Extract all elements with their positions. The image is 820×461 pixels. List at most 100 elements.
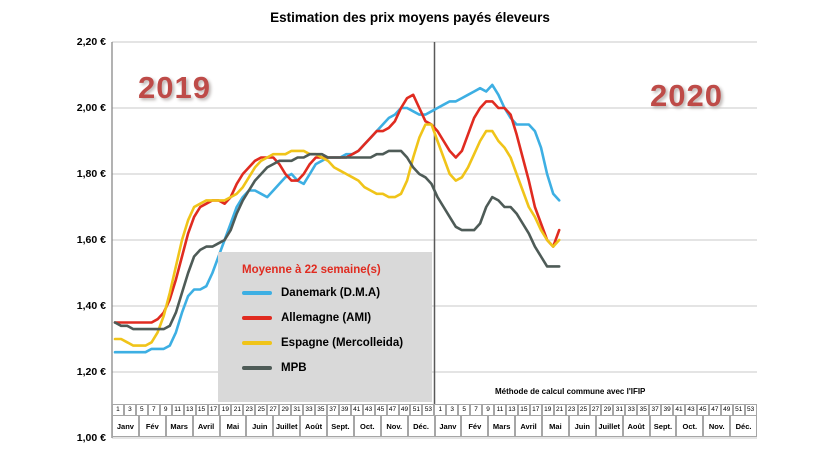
week-tick-cell: 1: [434, 404, 447, 416]
week-tick-cell: 13: [183, 404, 196, 416]
week-tick-cell: 31: [291, 404, 303, 416]
month-cell: Août: [300, 416, 327, 437]
year-label-2019: 2019: [138, 70, 211, 105]
x-axis-table: 1 3 5 7 9 11 13 15 17 19 21 23 25 27 29 31 33 35 37 39 41 43 4…: [112, 404, 757, 437]
month-cell: Nov.: [703, 416, 731, 437]
week-tick-cell: 37: [649, 404, 662, 416]
y-tick-label: 1,00 €: [76, 431, 106, 444]
week-tick-cell: 21: [553, 404, 566, 416]
week-tick-cell: 25: [577, 404, 590, 416]
week-tick-cell: 13: [505, 404, 518, 416]
month-cell: Avril: [192, 416, 220, 437]
month-cell: Oct.: [676, 416, 704, 437]
month-cell: Déc.: [407, 416, 435, 437]
chart-title: Estimation des prix moyens payés éleveur…: [270, 10, 550, 25]
week-tick-cell: 17: [207, 404, 220, 416]
month-cell: Mai: [219, 416, 247, 437]
week-tick-row: 1 3 5 7 9 11 13 15 17 19 21 23 25 27 29 31 33 35 37 39 41 43 4…: [112, 404, 757, 416]
legend-title: Moyenne à 22 semaine(s): [242, 264, 381, 276]
week-tick-cell: 53: [744, 404, 757, 416]
legend-entries: Danemark (D.M.A) Allemagne (AMI) Espagne (…: [242, 287, 432, 374]
legend-entry-label: Allemagne (AMI): [281, 312, 372, 324]
year-label-2020: 2020: [650, 78, 723, 113]
week-tick-cell: 3: [123, 404, 136, 416]
legend-entry: MPB: [242, 362, 432, 374]
week-tick-cell: 51: [410, 404, 423, 416]
week-tick-cell: 29: [279, 404, 292, 416]
y-tick-label: 1,80 €: [76, 167, 106, 180]
week-tick-cell: 7: [147, 404, 160, 416]
week-tick-cell: 45: [696, 404, 709, 416]
series-line-mpb: [113, 149, 561, 331]
week-tick-cell: 41: [673, 404, 685, 416]
week-tick-cell: 27: [267, 404, 280, 416]
week-tick-cell: 15: [517, 404, 530, 416]
week-tick-cell: 23: [243, 404, 256, 416]
y-tick-label: 2,20 €: [76, 35, 106, 48]
month-cell: Nov.: [380, 416, 408, 437]
week-tick-cell: 53: [422, 404, 435, 416]
week-tick-cell: 41: [350, 404, 363, 416]
week-tick-cell: 43: [685, 404, 697, 416]
week-tick-cell: 3: [446, 404, 459, 416]
week-tick-cell: 1: [112, 404, 124, 416]
week-tick-cell: 33: [303, 404, 315, 416]
week-tick-cell: 9: [482, 404, 494, 416]
week-tick-cell: 35: [637, 404, 650, 416]
week-tick-cell: 19: [541, 404, 554, 416]
month-cell: Juin: [246, 416, 274, 437]
week-tick-cell: 49: [398, 404, 411, 416]
month-cell: Juillet: [595, 416, 623, 437]
month-cell: Mai: [542, 416, 569, 437]
month-cell: Janv: [434, 416, 462, 437]
month-cell: Mars: [488, 416, 516, 437]
week-tick-cell: 39: [338, 404, 351, 416]
legend-entry-label: Espagne (Mercolleida): [281, 337, 404, 349]
week-tick-cell: 35: [314, 404, 327, 416]
legend-entry: Danemark (D.M.A): [242, 287, 432, 299]
month-cell: Oct.: [353, 416, 381, 437]
week-tick-cell: 21: [231, 404, 244, 416]
week-tick-cell: 9: [159, 404, 172, 416]
series-line-espagne-mercolleida: [113, 123, 561, 347]
legend-entry: Allemagne (AMI): [242, 312, 432, 324]
week-tick-cell: 39: [661, 404, 674, 416]
legend-entry: Espagne (Mercolleida): [242, 337, 432, 349]
month-cell: Avril: [515, 416, 542, 437]
week-tick-cell: 47: [386, 404, 399, 416]
week-tick-cell: 51: [732, 404, 745, 416]
month-cell: Sept.: [327, 416, 354, 437]
month-cell: Mars: [165, 416, 193, 437]
month-cell: Août: [622, 416, 650, 437]
month-cell: Janv: [112, 416, 139, 437]
week-tick-cell: 31: [613, 404, 626, 416]
month-cell: Sept.: [649, 416, 677, 437]
week-tick-cell: 49: [720, 404, 733, 416]
legend-line-swatch: [242, 316, 272, 320]
week-tick-cell: 25: [255, 404, 268, 416]
week-tick-cell: 5: [135, 404, 148, 416]
week-tick-cell: 23: [565, 404, 578, 416]
method-note: Méthode de calcul commune avec l'IFIP: [495, 387, 646, 396]
y-tick-label: 1,20 €: [76, 365, 106, 378]
week-tick-cell: 15: [195, 404, 208, 416]
week-tick-cell: 27: [589, 404, 602, 416]
week-tick-cell: 11: [171, 404, 184, 416]
y-tick-label: 1,40 €: [76, 299, 106, 312]
month-cell: Juin: [568, 416, 596, 437]
y-tick-label: 2,00 €: [76, 101, 106, 114]
legend-entry-label: Danemark (D.M.A): [281, 287, 381, 299]
week-tick-cell: 45: [374, 404, 387, 416]
legend-line-swatch: [242, 341, 272, 345]
month-cell: Fév: [138, 416, 166, 437]
week-tick-cell: 7: [470, 404, 483, 416]
month-cell: Déc.: [730, 416, 757, 437]
month-label-row: Janv Fév Mars Avril Mai Juin Juillet Août Sept. O…: [112, 416, 757, 437]
week-tick-cell: 19: [219, 404, 232, 416]
month-cell: Fév: [461, 416, 489, 437]
legend-line-swatch: [242, 291, 272, 295]
week-tick-cell: 47: [708, 404, 721, 416]
week-tick-cell: 33: [625, 404, 638, 416]
week-tick-cell: 5: [458, 404, 471, 416]
